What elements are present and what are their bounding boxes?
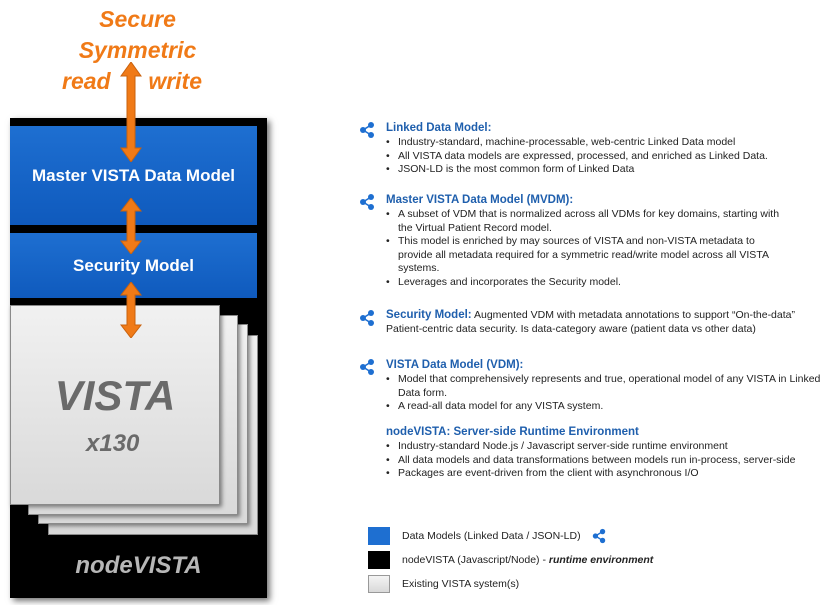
legend-label: nodeVISTA (Javascript/Node) - runtime en… (402, 554, 653, 566)
bullet-item: Industry-standard Node.js / Javascript s… (398, 440, 828, 454)
mvdm-heading: Master VISTA Data Model (MVDM): (386, 193, 828, 208)
share-nodes-icon (358, 193, 376, 211)
bullet-item: Model that comprehensively represents an… (398, 373, 828, 400)
security-section: Security Model: Augmented VDM with metad… (358, 309, 828, 336)
bullet-item: A read-all data model for any VISTA syst… (398, 400, 828, 414)
vdm-bullets: Model that comprehensively represents an… (358, 373, 828, 414)
bullet-item: All VISTA data models are expressed, pro… (398, 150, 828, 164)
legend-label: Existing VISTA system(s) (402, 578, 519, 590)
arrow-top-double-icon (119, 62, 143, 162)
linked-data-heading: Linked Data Model: (386, 121, 828, 136)
nodevista-label: nodeVISTA (10, 552, 267, 580)
bullet-item: All data models and data transformations… (398, 454, 828, 468)
legend-label: Data Models (Linked Data / JSON-LD) (402, 530, 581, 542)
vista-sheet-front: VISTA x130 (10, 305, 220, 505)
bullet-item: A subset of VDM that is normalized acros… (398, 208, 788, 235)
legend-swatch-blue (368, 527, 390, 545)
label-read: read (62, 66, 111, 97)
bullet-item: JSON-LD is the most common form of Linke… (398, 163, 828, 177)
mvdm-bullets: A subset of VDM that is normalized acros… (358, 208, 788, 289)
security-text: Security Model: Augmented VDM with metad… (386, 309, 816, 336)
runtime-heading: nodeVISTA: Server-side Runtime Environme… (386, 425, 828, 440)
mvdm-section: Master VISTA Data Model (MVDM): A subset… (358, 193, 828, 289)
share-nodes-icon (358, 309, 376, 327)
bullet-item: Leverages and incorporates the Security … (398, 276, 788, 290)
arrow-middle-double-icon (119, 198, 143, 254)
legend-runtime-text: nodeVISTA (Javascript/Node) - (402, 554, 549, 566)
legend-data-models: Data Models (Linked Data / JSON-LD) (368, 526, 607, 546)
label-secure: Secure (40, 4, 235, 35)
vista-count: x130 (86, 430, 139, 458)
security-heading: Security Model: (386, 309, 472, 321)
bullet-item: This model is enriched by may sources of… (398, 235, 788, 276)
runtime-bullets: Industry-standard Node.js / Javascript s… (358, 440, 828, 481)
bullet-item: Packages are event-driven from the clien… (398, 467, 828, 481)
vdm-section: VISTA Data Model (VDM): Model that compr… (358, 358, 828, 414)
legend-vista: Existing VISTA system(s) (368, 574, 519, 594)
linked-data-bullets: Industry-standard, machine-processable, … (358, 136, 828, 177)
legend-swatch-gray (368, 575, 390, 593)
share-nodes-icon (358, 358, 376, 376)
linked-data-section: Linked Data Model: Industry-standard, ma… (358, 121, 828, 177)
security-model-label: Security Model (73, 256, 194, 276)
share-nodes-icon (591, 528, 607, 544)
bullet-item: Industry-standard, machine-processable, … (398, 136, 828, 150)
legend-runtime: nodeVISTA (Javascript/Node) - runtime en… (368, 550, 653, 570)
vista-title: VISTA (11, 372, 219, 420)
vdm-heading: VISTA Data Model (VDM): (386, 358, 828, 373)
master-model-label: Master VISTA Data Model (32, 166, 235, 186)
runtime-section: nodeVISTA: Server-side Runtime Environme… (358, 425, 828, 481)
legend-swatch-black (368, 551, 390, 569)
label-write: write (148, 66, 202, 97)
share-nodes-icon (358, 121, 376, 139)
arrow-bottom-double-icon (119, 282, 143, 338)
legend-runtime-emphasis: runtime environment (549, 554, 653, 566)
